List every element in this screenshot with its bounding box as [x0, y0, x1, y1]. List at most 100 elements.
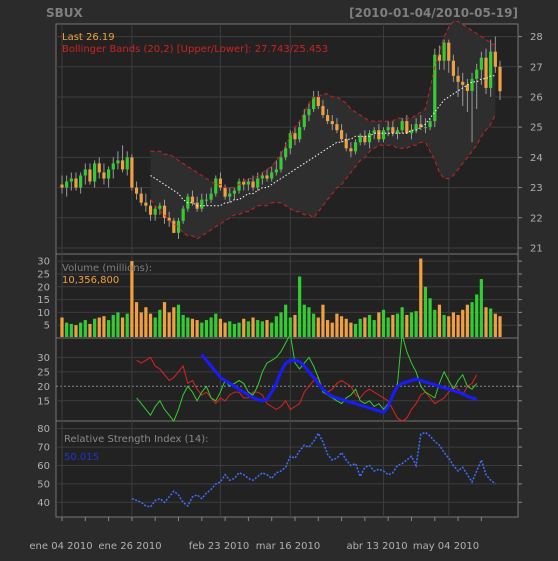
volume-bar [377, 312, 381, 337]
candle-body [461, 81, 465, 85]
volume-bar [451, 312, 456, 337]
y-tick-label: 50 [37, 479, 50, 490]
volume-bar [200, 322, 204, 337]
y-tick-label: 25 [530, 123, 543, 134]
volume-bar [139, 312, 143, 337]
candle-body [176, 220, 181, 233]
dmi-adx-line [200, 353, 478, 415]
y-tick-label: 26 [530, 92, 543, 103]
y-tick-label: 23 [530, 183, 543, 194]
candle-body [130, 157, 134, 188]
volume-bar [456, 314, 460, 337]
y-tick-label: 27 [530, 62, 543, 73]
y-tick-label: 5 [44, 321, 50, 332]
plot-marks [60, 21, 502, 508]
volume-bar [232, 323, 237, 337]
volume-bar [274, 316, 278, 337]
volume-bar [293, 314, 297, 337]
x-tick-label: may 04 2010 [413, 541, 479, 552]
volume-bar [284, 304, 288, 337]
candle-body [172, 220, 176, 233]
candle-body [419, 124, 423, 128]
date-range-title: [2010-01-04/2010-05-19] [349, 6, 518, 20]
candle-body [391, 127, 395, 134]
candle-body [116, 160, 120, 164]
candle-body [339, 130, 344, 140]
candle-body [93, 163, 97, 182]
volume-bar [442, 314, 446, 337]
volume-bar [475, 294, 479, 337]
candle-body [414, 124, 418, 131]
volume-bar [251, 317, 255, 337]
volume-bar [447, 316, 451, 337]
volume-bar [102, 316, 106, 337]
volume-bar [395, 313, 400, 337]
volume-bar [428, 298, 432, 337]
candle-body [148, 205, 153, 215]
candle-body [386, 127, 390, 131]
volume-bar [60, 317, 64, 337]
x-tick-label: feb 23 2010 [189, 541, 250, 552]
candle-body [377, 130, 381, 140]
volume-bar [400, 307, 404, 337]
last-price-label: Last 26.19 [62, 32, 115, 43]
candle-body [200, 199, 204, 209]
candle-body [312, 96, 316, 110]
y-tick-label: 24 [530, 153, 543, 164]
volume-bar [172, 307, 176, 337]
volume-bar [69, 323, 73, 337]
rsi-value: 50.015 [64, 452, 99, 463]
bbands-label: Bollinger Bands (20,2) [Upper/Lower]: 27… [62, 44, 328, 55]
volume-bar [312, 313, 316, 337]
candle-body [470, 78, 474, 91]
y-tick-label: 21 [530, 243, 543, 254]
candle-body [433, 54, 437, 122]
y-tick-label: 15 [37, 396, 50, 407]
candle-body [302, 115, 306, 128]
volume-bar [120, 317, 125, 337]
volume-bar [367, 314, 372, 337]
volume-bar [381, 309, 386, 337]
volume-bar [256, 320, 260, 337]
candle-body [214, 178, 218, 194]
y-tick-label: 20 [37, 282, 50, 293]
volume-bar [246, 321, 250, 337]
candle-body [321, 106, 325, 116]
bb-upper-line [150, 21, 496, 189]
volume-bar [88, 323, 92, 337]
candle-body [335, 124, 339, 131]
volume-bar [391, 314, 395, 337]
volume-bar [358, 318, 362, 337]
candle-body [167, 217, 171, 221]
volume-bar [321, 304, 325, 337]
candle-body [284, 148, 288, 158]
sma-line [150, 75, 496, 207]
candle-body [451, 60, 456, 76]
volume-bar [260, 321, 264, 337]
volume-bar [186, 317, 190, 337]
candle-body [381, 130, 386, 140]
volume-bar [409, 312, 414, 337]
volume-bar [437, 304, 442, 337]
candle-body [405, 121, 409, 134]
volume-bar [83, 320, 87, 337]
volume-bar [176, 304, 181, 337]
candle-body [349, 148, 353, 152]
volume-bar [125, 313, 129, 337]
dmi-minus-line [136, 356, 478, 422]
candle-body [125, 157, 129, 170]
volume-bar [74, 325, 78, 337]
candle-body [344, 139, 348, 149]
volume-bar [167, 312, 171, 337]
candle-body [228, 193, 232, 197]
volume-bar [204, 320, 209, 337]
candle-body [358, 136, 362, 143]
candle-body [475, 69, 479, 79]
volume-bar [214, 313, 218, 337]
candle-body [134, 187, 139, 194]
candle-body [69, 178, 73, 182]
candle-body [97, 163, 101, 173]
volume-bar [242, 318, 246, 337]
candle-body [88, 169, 92, 182]
volume-bar [158, 309, 162, 337]
